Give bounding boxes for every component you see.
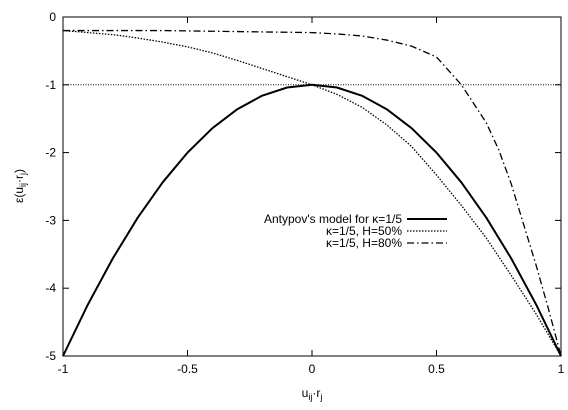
series-line-2	[62, 29, 562, 357]
y-label-pre: ε(u	[12, 187, 26, 203]
y-tick-label: 0	[49, 10, 56, 24]
x-tick-label: 1	[558, 362, 565, 376]
legend-label: κ=1/5, H=80%	[326, 236, 402, 250]
axes-ticks: -1 -0.5 0 0.5 1 0 -1 -2 -3 -4 -5	[45, 10, 564, 376]
x-label-sub2: j	[319, 392, 322, 402]
series-layer	[62, 29, 562, 357]
x-tick-label: 0.5	[428, 362, 445, 376]
x-label-dot: ·	[312, 386, 316, 400]
y-label-sub: ij	[18, 183, 28, 187]
y-tick-label: -5	[45, 349, 56, 363]
x-axis-label: uij·rj	[302, 386, 323, 402]
x-label-main2: r	[316, 386, 320, 400]
y-tick-label: -3	[45, 213, 56, 227]
x-tick-label: 0	[309, 362, 316, 376]
y-label-post: )	[12, 169, 26, 173]
y-label-sub2: j	[18, 173, 28, 176]
legend: Antypov's model for κ=1/5κ=1/5, H=50%κ=1…	[264, 212, 447, 250]
legend-label: κ=1/5, H=50%	[326, 224, 402, 238]
y-tick-label: -1	[45, 78, 56, 92]
x-label-main: u	[302, 386, 309, 400]
y-label-mid: ·r	[12, 175, 26, 183]
legend-label: Antypov's model for κ=1/5	[264, 212, 402, 226]
series-line-3	[63, 29, 562, 357]
x-tick-label: -0.5	[177, 362, 198, 376]
x-tick-label: -1	[58, 362, 69, 376]
plot-frame	[62, 16, 562, 357]
y-tick-label: -2	[45, 146, 56, 160]
y-axis-label: ε(uij·rj)	[12, 169, 28, 203]
x-label-sub: ij	[308, 392, 312, 402]
y-tick-label: -4	[45, 281, 56, 295]
